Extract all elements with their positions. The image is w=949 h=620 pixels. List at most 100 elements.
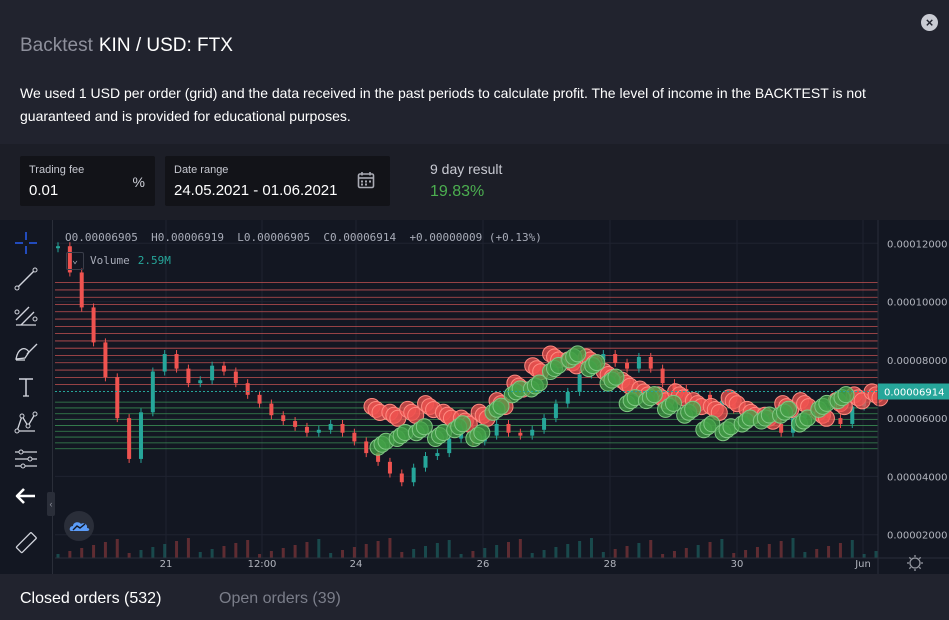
candle-body — [447, 438, 452, 454]
trading-fee-value[interactable]: 0.01 — [29, 182, 59, 199]
volume-bar — [566, 544, 570, 558]
candle-body — [506, 423, 511, 433]
volume-bar — [649, 540, 653, 558]
candle-body — [174, 354, 179, 369]
candle-body — [648, 356, 653, 369]
gear-tooth — [918, 566, 922, 570]
volume-bar — [755, 547, 759, 558]
candle-body — [162, 354, 167, 372]
price-chart[interactable]: 0.00012000 0.00010000 0.00008000 0.00006000… — [0, 220, 949, 574]
volume-layer — [56, 538, 878, 558]
candle-body — [79, 272, 84, 308]
page-title: Backtest KIN / USD: FTX — [20, 35, 233, 57]
candle-body — [387, 461, 392, 474]
candle-body — [115, 377, 120, 419]
y-tick-label: 0.00004000 — [887, 472, 947, 483]
volume-bar — [815, 549, 819, 558]
date-range-field[interactable]: Date range 24.05.2021 - 01.06.2021 — [165, 156, 390, 206]
tradingview-logo — [64, 511, 94, 541]
candle-body — [838, 418, 843, 424]
order-fills-layer — [363, 345, 889, 456]
volume-bar — [80, 548, 84, 558]
volume-bar — [495, 545, 499, 558]
volume-bar — [518, 539, 522, 558]
text-icon[interactable] — [13, 374, 39, 400]
x-tick-label: 12:00 — [248, 559, 277, 570]
volume-bar — [246, 540, 250, 558]
header-panel: × Backtest KIN / USD: FTX We used 1 USD p… — [0, 0, 949, 144]
volume-bar — [684, 548, 688, 558]
candle-body — [613, 354, 618, 363]
crosshair-icon[interactable] — [13, 230, 39, 256]
volume-bar — [186, 538, 190, 558]
volume-bar — [127, 553, 131, 558]
volume-bar — [625, 546, 629, 558]
result-label: 9 day result — [430, 161, 503, 177]
trading-fee-label: Trading fee — [29, 164, 85, 176]
candle-body — [281, 415, 286, 422]
x-tick-label: 21 — [160, 559, 173, 570]
orders-tabs: Closed orders (532) Open orders (39) — [0, 574, 949, 620]
measure-icon[interactable] — [13, 446, 39, 472]
volume-label: Volume — [90, 254, 130, 267]
volume-bar — [364, 544, 368, 558]
settings-gear-icon[interactable] — [907, 555, 923, 571]
volume-bar — [637, 543, 641, 558]
buy-fill-marker — [780, 400, 797, 418]
volume-bar — [613, 549, 617, 558]
volume-bar — [459, 554, 463, 558]
volume-bar — [222, 546, 226, 558]
volume-bar — [258, 554, 262, 558]
candle-body — [340, 423, 345, 433]
trading-fee-field[interactable]: Trading fee 0.01 % — [20, 156, 155, 206]
x-tick-label: 28 — [604, 559, 617, 570]
volume-bar — [92, 545, 96, 558]
candle-body — [293, 421, 298, 427]
date-range-value[interactable]: 24.05.2021 - 01.06.2021 — [174, 182, 338, 199]
last-price-tag — [878, 383, 949, 400]
percent-suffix: % — [132, 174, 145, 190]
candle-body — [719, 400, 724, 407]
back-arrow-icon[interactable] — [13, 483, 39, 509]
volume-bar — [601, 552, 605, 558]
legend-high: H0.00006919 — [151, 231, 224, 244]
brush-icon[interactable] — [13, 338, 39, 364]
volume-bar — [163, 544, 167, 558]
volume-bar — [483, 548, 487, 558]
calendar-icon[interactable] — [357, 171, 375, 189]
tab-open-orders[interactable]: Open orders (39) — [219, 590, 341, 607]
legend-low: L0.00006905 — [237, 231, 311, 244]
chevron-down-icon[interactable]: ⌄ — [66, 252, 84, 270]
volume-bar — [151, 547, 155, 558]
result-block: 9 day result 19.83% — [430, 161, 502, 201]
volume-bar — [447, 540, 451, 558]
volume-bar — [827, 546, 831, 558]
candle-body — [411, 467, 416, 483]
volume-bar — [412, 549, 416, 558]
pattern-icon[interactable] — [13, 410, 39, 436]
collapse-toolbar-handle[interactable]: ‹ — [47, 492, 55, 516]
buy-fill-marker — [473, 424, 491, 442]
volume-bar — [554, 547, 558, 558]
chart-area[interactable]: ‹ 0.00012000 0.00010000 0.00008000 0.000060… — [0, 220, 949, 574]
volume-bar — [198, 552, 202, 558]
close-icon[interactable]: × — [921, 14, 938, 31]
volume-bar — [661, 554, 665, 558]
candle-body — [553, 403, 558, 419]
candle-body — [625, 362, 630, 369]
x-tick-label: Jun — [854, 559, 871, 570]
volume-bar — [767, 544, 771, 558]
ruler-icon[interactable] — [13, 530, 39, 556]
volume-bar — [672, 551, 676, 558]
candle-body — [542, 418, 547, 430]
fib-icon[interactable] — [13, 302, 39, 328]
candle-body — [660, 368, 665, 384]
trend-line-icon[interactable] — [13, 266, 39, 292]
volume-bar — [281, 548, 285, 558]
volume-bar — [317, 539, 321, 558]
tab-closed-orders[interactable]: Closed orders (532) — [20, 590, 162, 607]
buy-fill-marker — [569, 345, 587, 363]
buy-fill-marker — [454, 415, 472, 433]
candle-body — [103, 342, 108, 378]
buy-fill-marker — [607, 368, 625, 386]
